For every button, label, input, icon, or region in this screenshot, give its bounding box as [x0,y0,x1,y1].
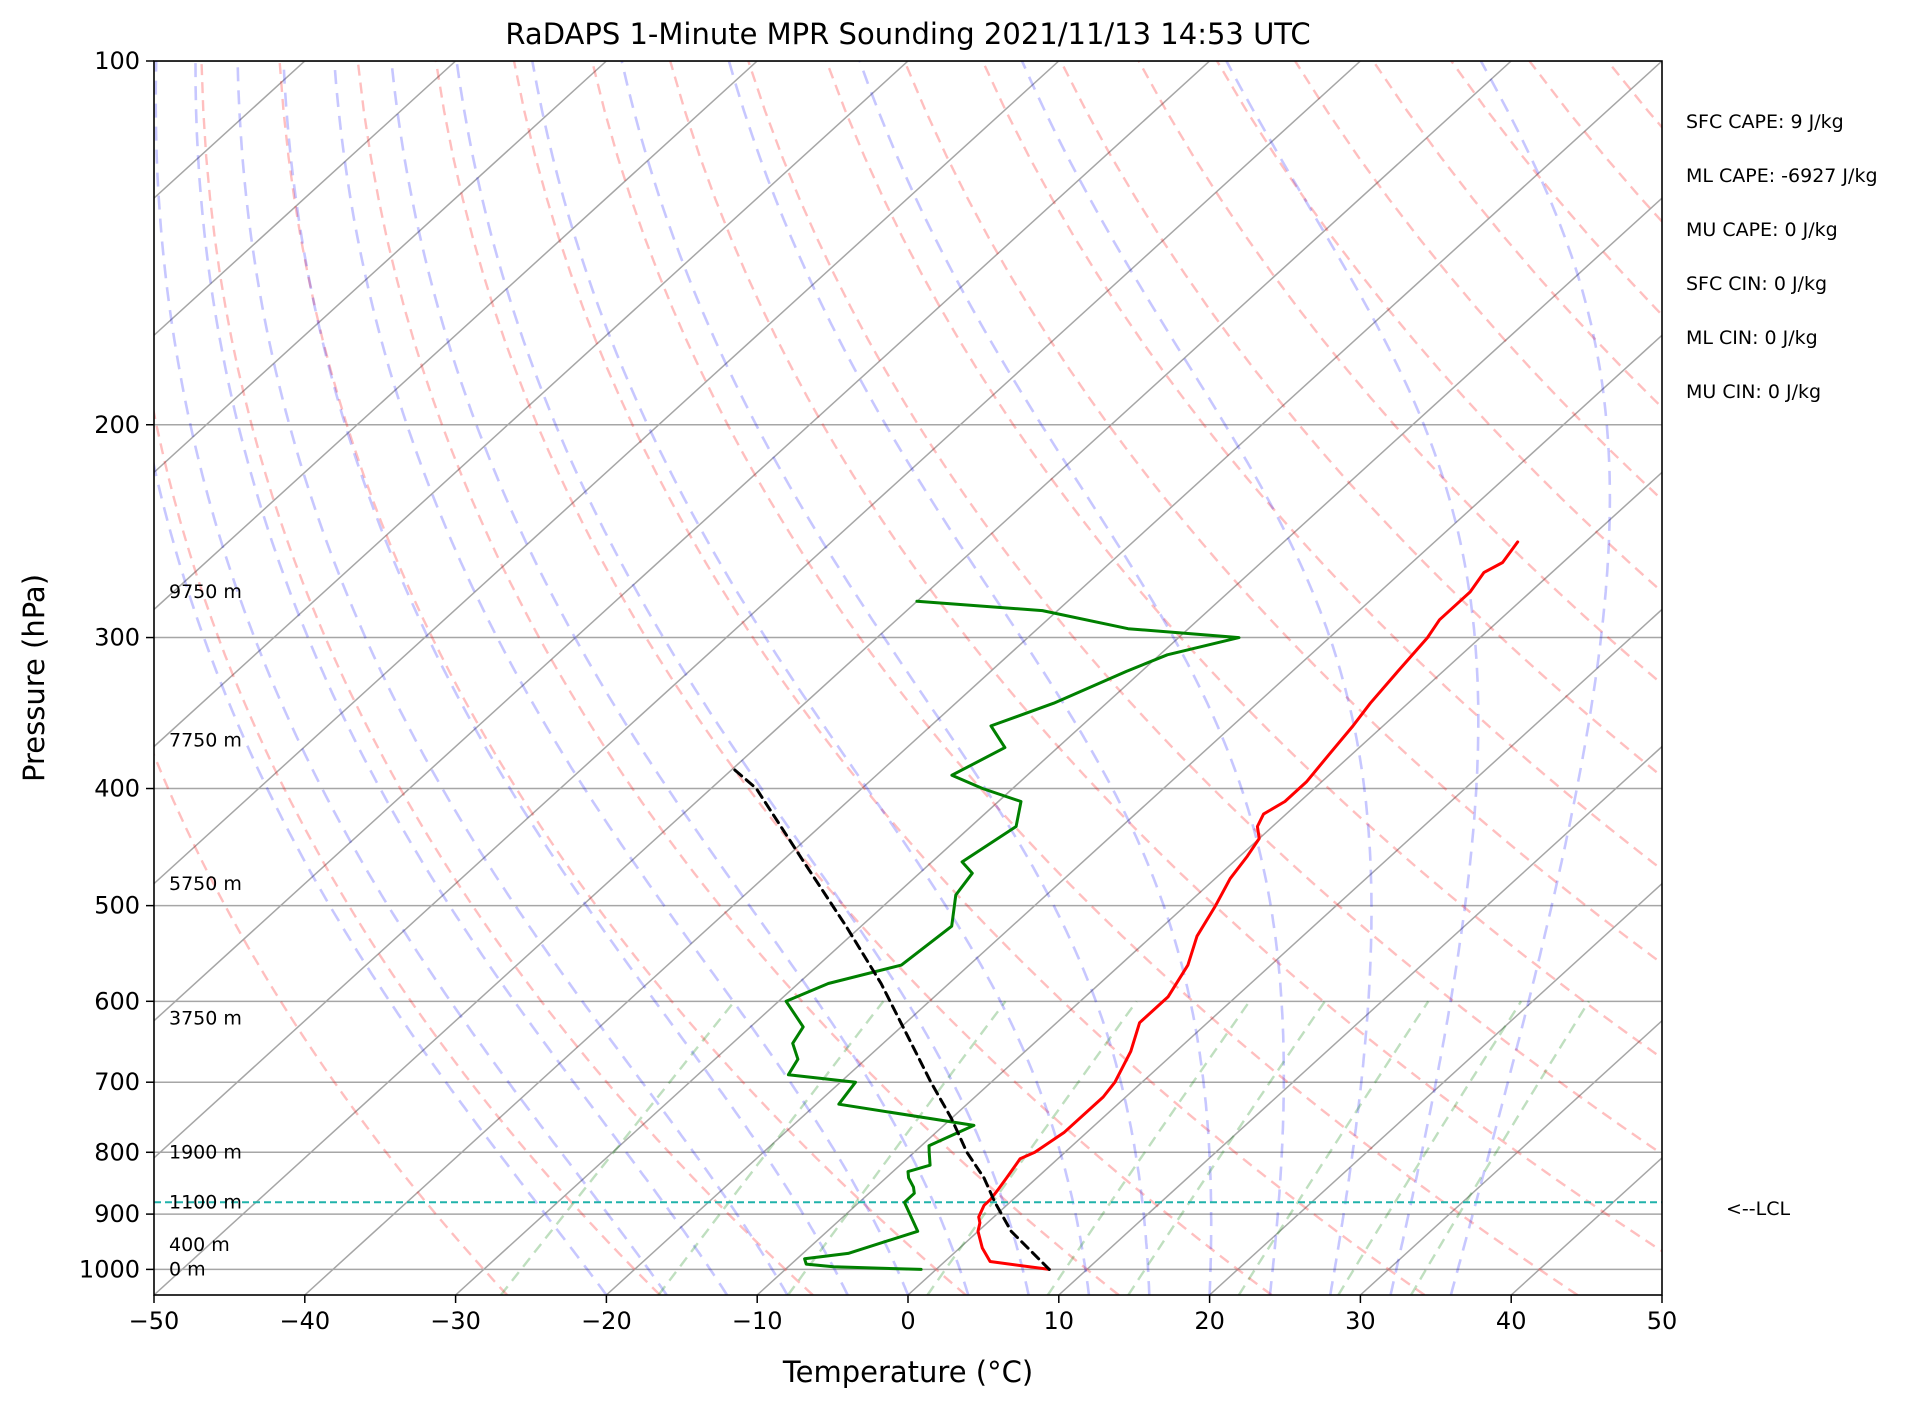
height-label: 7750 m [169,729,242,751]
isotherm-line [154,61,1361,1159]
dry-adiabat-line [825,61,1662,1060]
x-tick-label: −50 [129,1307,180,1335]
x-tick-label: −30 [430,1307,481,1335]
mixing-ratio-line [499,1000,736,1295]
mixing-ratio-line [1337,1000,1523,1295]
x-tick-label: 10 [1044,1307,1075,1335]
x-tick-label: −40 [279,1307,330,1335]
parcel-path-line [731,767,1051,1271]
plot-background [154,61,1662,1295]
mixing-ratio-line [1237,1000,1430,1295]
height-label: 400 m [169,1234,230,1256]
isotherm-line [154,61,607,474]
dry-adiabat-line [512,61,1426,1295]
dry-adiabat-line [981,61,1662,872]
moist-adiabat-line [194,61,729,1295]
moist-adiabat-line [154,459,608,1295]
height-label: 1900 m [169,1141,242,1163]
mu-cape-text: MU CAPE: 0 J/kg [1686,219,1838,241]
moist-adiabat-line [727,61,1213,1295]
x-tick-label: 40 [1496,1307,1527,1335]
dry-adiabat-line [590,61,1579,1295]
x-tick-label: 0 [900,1307,915,1335]
moist-adiabat-line [531,61,1091,1295]
mixing-ratio-line [926,1000,1138,1295]
moist-adiabat-line [282,61,849,1295]
x-tick-label: −10 [732,1307,783,1335]
isotherm-line [605,334,1662,1295]
moist-adiabat-line [1225,61,1480,1295]
isotherm-line [756,471,1662,1295]
x-axis-label: Temperature (°C) [782,1355,1033,1389]
y-tick-label: 700 [94,1068,140,1096]
isotherm-line [154,61,457,337]
isotherm-line [1359,1019,1662,1295]
sfc-cape-text: SFC CAPE: 9 J/kg [1686,111,1844,133]
dry-adiabat-line [200,61,814,1295]
sfc-cin-text: SFC CIN: 0 J/kg [1686,273,1828,295]
moist-adiabat-line [1449,61,1612,1295]
y-tick-label: 400 [94,775,140,803]
y-tick-label: 200 [94,411,140,439]
dry-adiabat-line [278,61,967,1295]
y-tick-label: 300 [94,624,140,652]
x-tick-label: 30 [1345,1307,1376,1335]
height-label: 5750 m [169,873,242,895]
y-tick-label: 100 [94,47,140,75]
mixing-ratio-line [657,1000,885,1295]
y-axis-label: Pressure (hPa) [17,574,51,782]
isotherm-line [455,197,1662,1295]
dry-adiabat-line [154,751,508,1295]
x-tick-label: 50 [1647,1307,1678,1335]
chart-title: RaDAPS 1-Minute MPR Sounding 2021/11/13 … [505,17,1310,51]
moist-adiabat-line [154,61,668,1295]
mixing-ratio-line [1046,1000,1251,1295]
mu-cin-text: MU CIN: 0 J/kg [1686,381,1822,403]
y-tick-label: 900 [94,1200,140,1228]
y-tick-label: 500 [94,892,140,920]
moist-adiabat-line [236,61,789,1295]
mixing-ratio-line [787,1000,1007,1295]
isotherm-line [907,608,1662,1295]
temperature-line [976,540,1520,1271]
y-tick-label: 800 [94,1138,140,1166]
y-tick-label: 600 [94,987,140,1015]
moist-adiabat-line [1020,61,1373,1295]
moist-adiabat-line [858,61,1286,1295]
moist-adiabat-line [390,61,970,1295]
height-label: 3750 m [169,1008,242,1030]
x-tick-label: 20 [1194,1307,1225,1335]
isotherm-line [154,61,758,611]
isotherm-line [1058,745,1662,1295]
dry-adiabat-line [154,407,661,1295]
y-tick-label: 1000 [79,1255,140,1283]
dewpoint-line [784,599,1241,1271]
lcl-label: <--LCL [1726,1198,1791,1220]
height-label: 0 m [169,1258,206,1280]
isotherm-line [304,61,1662,1295]
stats-panel: SFC CAPE: 9 J/kg ML CAPE: -6927 J/kg MU … [1686,112,1878,436]
ml-cin-text: ML CIN: 0 J/kg [1686,327,1818,349]
moist-adiabat-line [455,61,1030,1295]
dry-adiabat-line [903,61,1662,965]
height-label: 9750 m [169,581,242,603]
mixing-ratio-line [1127,1000,1326,1295]
isotherm-line [154,61,1211,1022]
moist-adiabat-line [333,61,910,1295]
dry-adiabat-line [1215,61,1662,594]
ml-cape-text: ML CAPE: -6927 J/kg [1686,165,1878,187]
x-tick-label: −20 [581,1307,632,1335]
moist-adiabat-line [620,61,1151,1295]
mixing-ratio-line [1409,1000,1590,1295]
height-label: 1100 m [169,1191,242,1213]
isotherm-line [1209,882,1662,1295]
isotherm-line [154,61,1060,885]
dry-adiabat-line [356,61,1120,1295]
isotherm-line [154,61,909,748]
isotherm-line [0,61,3,1295]
isotherm-line [154,61,1512,1295]
